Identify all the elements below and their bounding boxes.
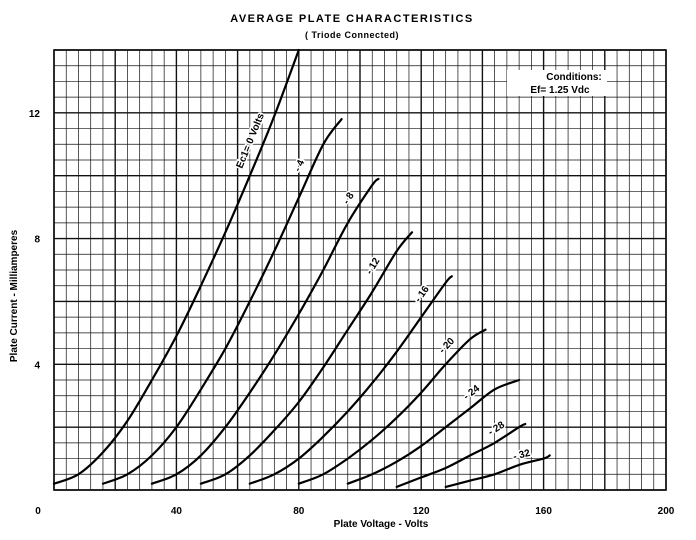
x-tick-label: 80: [293, 506, 305, 517]
conditions-value: Ef= 1.25 Vdc: [530, 85, 590, 96]
conditions-heading: Conditions:: [546, 72, 602, 83]
curve-series-1: [101, 118, 343, 485]
plot-frame: [53, 49, 667, 491]
curve-label-2: - 8: [341, 190, 357, 206]
grid: [53, 49, 667, 491]
curve-series-7: [395, 422, 527, 488]
curve-label-5: - 20: [437, 336, 457, 356]
chart-title: AVERAGE PLATE CHARACTERISTICS: [230, 13, 474, 25]
y-tick-labels: 4 8 12: [29, 109, 41, 371]
conditions-box: Conditions: Ef= 1.25 Vdc: [507, 70, 607, 96]
curve-label-8: - 32: [512, 448, 532, 463]
curve-series-8: [444, 454, 551, 488]
x-tick-labels: 0 40 80 120 160 200: [35, 506, 675, 517]
curve-label-3: - 12: [364, 256, 383, 277]
conditions-background: [507, 70, 607, 96]
chart-subtitle: ( Triode Connected): [305, 30, 399, 40]
x-tick-label: 160: [535, 506, 552, 517]
curve-labels: Ec1= 0 Volts - 4- 8- 12- 16- 20- 24- 28- …: [233, 110, 533, 464]
y-axis-label: Plate Current - Milliamperes: [9, 229, 20, 362]
x-tick-label: 120: [413, 506, 430, 517]
curve-series-6: [346, 378, 521, 485]
y-tick-label: 8: [34, 235, 40, 246]
x-tick-label: 200: [658, 506, 675, 517]
curve-series-0: [52, 48, 300, 485]
curve-series-2: [150, 177, 380, 485]
curve-series-5: [297, 328, 487, 485]
x-axis-label: Plate Voltage - Volts: [334, 519, 429, 530]
x-tick-label: 0: [35, 506, 41, 517]
curves: [52, 48, 551, 488]
y-tick-label: 12: [29, 109, 41, 120]
curve-series-4: [248, 275, 453, 485]
curve-label-7: - 28: [486, 419, 507, 438]
x-tick-label: 40: [171, 506, 183, 517]
curve-series-3: [199, 231, 414, 485]
y-tick-label: 4: [34, 360, 40, 371]
